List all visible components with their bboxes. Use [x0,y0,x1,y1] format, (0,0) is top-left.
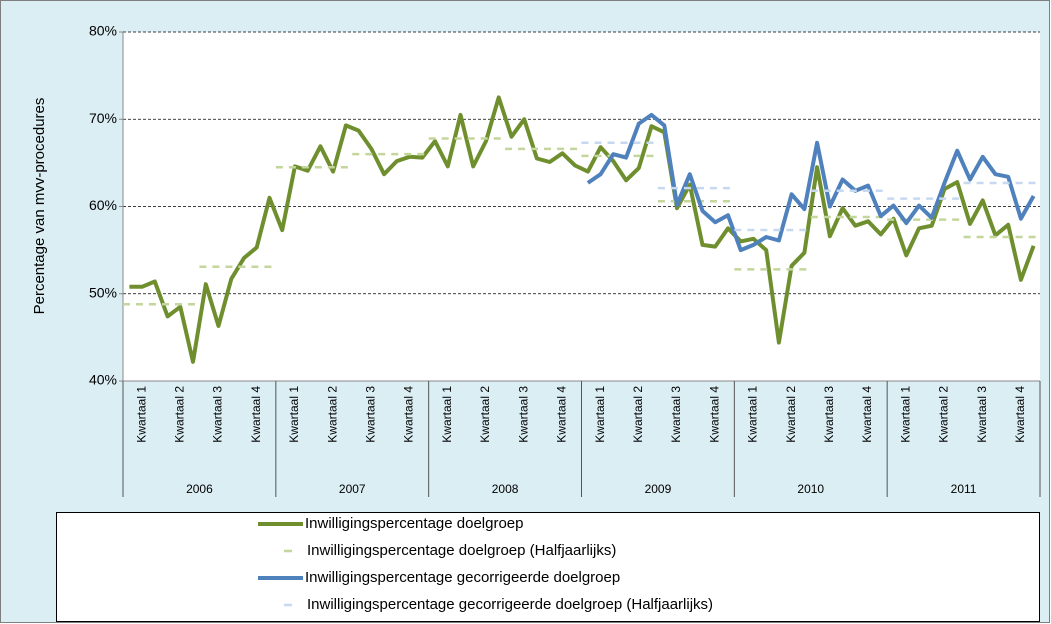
x-tick-label: Kwartaal 2 [784,386,798,443]
x-tick-label: Kwartaal 2 [937,386,951,443]
x-tick-label: Kwartaal 1 [746,386,760,443]
series-line [129,95,1036,364]
x-tick-label: Kwartaal 1 [134,386,148,443]
legend-label: Inwilligingspercentage gecorrigeerde doe… [305,569,620,586]
x-tick-label: Kwartaal 3 [822,386,836,443]
x-tick-label: Kwartaal 1 [440,386,454,443]
x-tick-label: Kwartaal 4 [860,386,874,443]
y-tick-label: 80% [89,23,117,39]
legend [56,512,1040,622]
y-tick-label: 70% [89,110,117,126]
y-axis-label: Percentage van mvv-procedures [31,98,48,315]
x-tick-label: Kwartaal 1 [898,386,912,443]
x-tick-label: Kwartaal 2 [631,386,645,443]
x-tick-label: Kwartaal 4 [402,386,416,443]
x-tick-label: Kwartaal 4 [249,386,263,443]
legend-label: Inwilligingspercentage gecorrigeerde doe… [307,596,713,613]
group-label: 2009 [645,482,672,496]
x-tick-label: Kwartaal 3 [516,386,530,443]
x-tick-label: Kwartaal 4 [707,386,721,443]
legend-label: Inwilligingspercentage doelgroep [305,515,523,532]
legend-label: Inwilligingspercentage doelgroep (Halfja… [307,542,616,559]
group-label: 2006 [186,482,213,496]
group-label: 2011 [951,482,977,496]
series-line [586,112,1036,253]
x-tick-label: Kwartaal 2 [478,386,492,443]
x-tick-label: Kwartaal 1 [593,386,607,443]
x-tick-label: Kwartaal 3 [669,386,683,443]
y-tick-label: 60% [89,197,117,213]
y-tick-label: 50% [89,284,117,300]
x-tick-label: Kwartaal 3 [975,386,989,443]
group-label: 2010 [797,482,824,496]
y-tick-label: 40% [89,372,117,388]
group-label: 2008 [492,482,519,496]
x-tick-label: Kwartaal 1 [287,386,301,443]
x-tick-label: Kwartaal 2 [325,386,339,443]
x-tick-label: Kwartaal 3 [211,386,225,443]
x-tick-label: Kwartaal 3 [364,386,378,443]
group-label: 2007 [339,482,366,496]
x-tick-label: Kwartaal 2 [172,386,186,443]
x-tick-label: Kwartaal 4 [1013,386,1027,443]
x-tick-label: Kwartaal 4 [555,386,569,443]
